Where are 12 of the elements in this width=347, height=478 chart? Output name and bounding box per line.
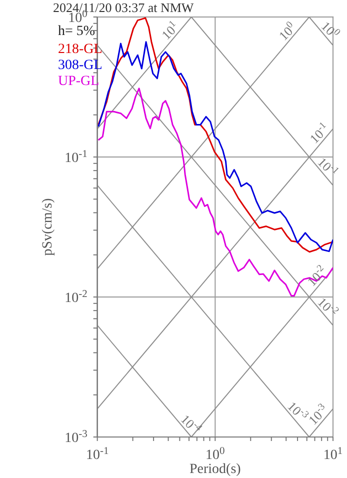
y-tick-label: 10$^{-1}$ [64, 148, 88, 166]
text: h= 5% [58, 24, 96, 39]
series-label: 218-GL [58, 42, 102, 57]
y-tick-label: 10$^{-2}$ [64, 288, 88, 306]
x-axis-title: Period(s) [190, 462, 242, 477]
y-tick-label: 10$^{-3}$ [64, 428, 88, 446]
series-label: UP-GL [58, 74, 100, 89]
y-axis-title: pSv(cm/s) [40, 198, 56, 256]
x-tick-label: 10$^{-1}$ [86, 446, 109, 463]
x-tick-label: 10$^{1}$ [323, 446, 343, 463]
x-tick-label: 10$^{0}$ [206, 446, 225, 463]
series-label: 308-GL [58, 58, 102, 73]
